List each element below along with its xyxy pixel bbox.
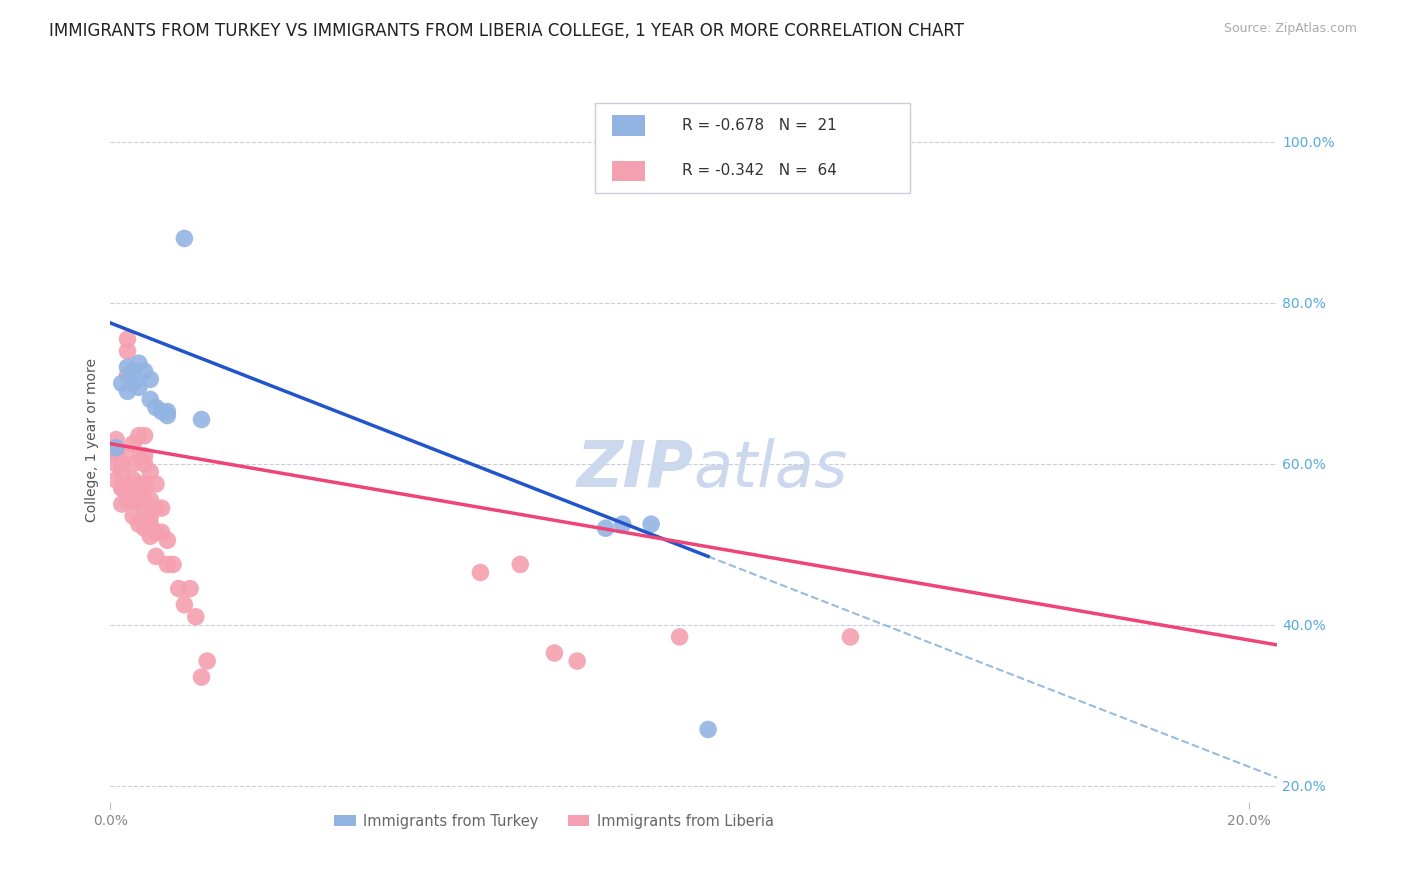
Point: [117, 493, 139, 508]
Point: [122, 481, 145, 495]
Point: [105, 441, 128, 455]
FancyBboxPatch shape: [612, 115, 645, 136]
Point: [134, 521, 156, 535]
Point: [156, 404, 179, 418]
Point: [134, 481, 156, 495]
Point: [139, 517, 162, 532]
Point: [697, 723, 720, 737]
Point: [190, 412, 212, 426]
Point: [128, 449, 150, 463]
Point: [128, 493, 150, 508]
Text: R = -0.678   N =  21: R = -0.678 N = 21: [682, 118, 837, 133]
Text: R = -0.342   N =  64: R = -0.342 N = 64: [682, 163, 837, 178]
Point: [122, 493, 145, 508]
Point: [509, 558, 531, 572]
Point: [111, 376, 134, 391]
Point: [134, 493, 156, 508]
Point: [543, 646, 565, 660]
Point: [167, 582, 190, 596]
Point: [134, 428, 156, 442]
Point: [565, 654, 588, 668]
Point: [122, 376, 145, 391]
Point: [612, 517, 634, 532]
Point: [139, 493, 162, 508]
Point: [111, 444, 134, 458]
Point: [139, 465, 162, 479]
Point: [184, 609, 207, 624]
FancyBboxPatch shape: [595, 103, 910, 194]
Point: [668, 630, 690, 644]
Point: [839, 630, 862, 644]
Point: [145, 549, 167, 564]
Point: [190, 670, 212, 684]
Point: [128, 428, 150, 442]
Point: [128, 493, 150, 508]
Point: [145, 401, 167, 415]
Text: atlas: atlas: [693, 438, 848, 500]
Point: [145, 525, 167, 540]
Y-axis label: College, 1 year or more: College, 1 year or more: [86, 358, 100, 522]
Point: [111, 457, 134, 471]
Point: [150, 501, 173, 516]
Point: [150, 404, 173, 418]
Point: [117, 332, 139, 346]
Point: [111, 457, 134, 471]
Point: [105, 473, 128, 487]
Point: [139, 392, 162, 407]
Point: [134, 501, 156, 516]
Point: [139, 372, 162, 386]
Point: [111, 465, 134, 479]
Point: [156, 533, 179, 548]
Point: [128, 356, 150, 370]
Point: [162, 558, 184, 572]
Point: [122, 364, 145, 378]
Legend: Immigrants from Turkey, Immigrants from Liberia: Immigrants from Turkey, Immigrants from …: [328, 808, 779, 835]
Point: [117, 477, 139, 491]
Text: IMMIGRANTS FROM TURKEY VS IMMIGRANTS FROM LIBERIA COLLEGE, 1 YEAR OR MORE CORREL: IMMIGRANTS FROM TURKEY VS IMMIGRANTS FRO…: [49, 22, 965, 40]
Point: [128, 380, 150, 394]
Point: [640, 517, 662, 532]
Point: [156, 558, 179, 572]
Point: [128, 477, 150, 491]
Point: [122, 493, 145, 508]
Point: [134, 457, 156, 471]
Point: [122, 473, 145, 487]
Point: [134, 364, 156, 378]
Point: [156, 409, 179, 423]
Point: [139, 529, 162, 543]
Point: [122, 436, 145, 450]
Point: [179, 582, 201, 596]
Point: [134, 477, 156, 491]
Point: [105, 444, 128, 458]
Point: [117, 384, 139, 399]
Point: [139, 509, 162, 524]
Text: ZIP: ZIP: [576, 438, 693, 500]
Point: [145, 501, 167, 516]
Point: [111, 481, 134, 495]
Point: [150, 525, 173, 540]
Point: [173, 231, 195, 245]
Point: [122, 457, 145, 471]
Point: [595, 521, 617, 535]
Point: [105, 444, 128, 458]
Point: [111, 481, 134, 495]
Point: [105, 457, 128, 471]
Point: [122, 509, 145, 524]
Point: [145, 477, 167, 491]
Point: [117, 368, 139, 383]
Text: Source: ZipAtlas.com: Source: ZipAtlas.com: [1223, 22, 1357, 36]
Point: [105, 433, 128, 447]
FancyBboxPatch shape: [612, 161, 645, 181]
Point: [117, 344, 139, 359]
Point: [128, 517, 150, 532]
Point: [173, 598, 195, 612]
Point: [134, 449, 156, 463]
Point: [111, 497, 134, 511]
Point: [470, 566, 492, 580]
Point: [117, 360, 139, 375]
Point: [195, 654, 218, 668]
